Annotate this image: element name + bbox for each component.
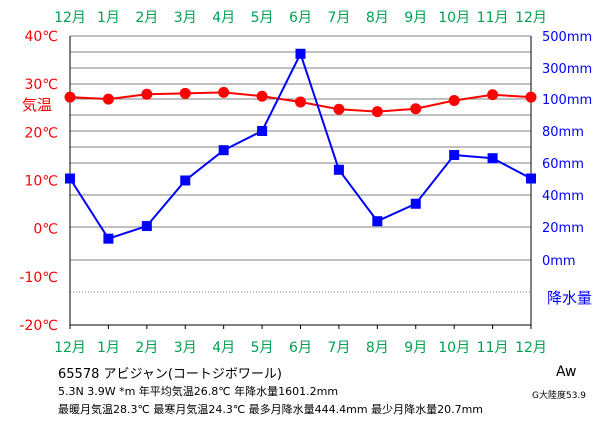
precipitation-point: [372, 216, 383, 227]
temperature-point: [64, 91, 76, 103]
precipitation-point: [257, 126, 268, 136]
temperature-point: [371, 106, 383, 118]
month-label-bottom: 10月: [438, 340, 470, 356]
temperature-point: [295, 96, 306, 108]
month-label-top: 2月: [135, 10, 158, 26]
month-label-bottom: 8月: [366, 340, 389, 356]
temperature-axis-label: 気温: [22, 96, 52, 114]
precipitation-point: [65, 173, 75, 184]
month-label-bottom: 5月: [251, 340, 274, 356]
month-label-top: 4月: [212, 10, 235, 26]
precip-tick-label: 40mm: [542, 189, 584, 204]
month-label-top: 11月: [477, 10, 509, 26]
temperature-point: [102, 93, 114, 105]
temperature-point: [410, 103, 422, 115]
precipitation-point: [180, 175, 191, 186]
month-label-top: 6月: [289, 10, 312, 26]
temperature-tick-label: 0℃: [33, 222, 58, 238]
precip-tick-label: 60mm: [542, 157, 584, 172]
month-label-bottom: 12月: [515, 340, 547, 356]
station-info-line2: 最暖月気温28.3℃ 最寒月気温24.3℃ 最多月降水量444.4mm 最少月降…: [58, 403, 484, 416]
month-label-top: 12月: [54, 10, 86, 26]
precipitation-point: [103, 233, 114, 244]
precipitation-point: [526, 173, 536, 184]
precipitation-point: [487, 153, 498, 164]
month-label-top: 10月: [438, 10, 470, 26]
precipitation-point: [333, 164, 344, 175]
month-label-bottom: 11月: [477, 340, 509, 356]
climate-class: Aw: [556, 364, 577, 380]
temperature-point: [333, 103, 345, 115]
temperature-point: [487, 89, 499, 101]
temperature-point: [448, 95, 460, 107]
precipitation-point: [141, 221, 152, 232]
precipitation-axis-label: 降水量: [547, 289, 592, 307]
month-label-bottom: 2月: [135, 340, 158, 356]
month-label-top: 8月: [366, 10, 389, 26]
precipitation-point: [410, 198, 421, 209]
month-label-bottom: 7月: [327, 340, 350, 356]
month-label-top: 9月: [404, 10, 427, 26]
precipitation-line: [69, 51, 532, 240]
month-label-bottom: 4月: [212, 340, 235, 356]
month-label-bottom: 3月: [174, 340, 197, 356]
precip-tick-label: 0mm: [542, 254, 576, 269]
precip-tick-label: 500mm: [542, 30, 592, 45]
temperature-point: [218, 86, 230, 98]
precipitation-point: [218, 145, 229, 156]
month-label-bottom: 9月: [404, 340, 427, 356]
month-label-bottom: 1月: [97, 340, 120, 356]
month-label-top: 1月: [97, 10, 120, 26]
precipitation-point: [449, 150, 460, 160]
temperature-tick-label: 30℃: [24, 77, 58, 93]
month-label-top: 7月: [327, 10, 350, 26]
precip-tick-label: 20mm: [542, 221, 584, 236]
temperature-tick-label: 20℃: [24, 125, 58, 141]
month-label-top: 12月: [515, 10, 547, 26]
station-info-line1: 5.3N 3.9W *m 年平均気温26.8℃ 年降水量1601.2mm: [58, 385, 339, 398]
month-label-bottom: 12月: [54, 340, 86, 356]
temperature-point: [256, 90, 268, 102]
temperature-tick-label: 10℃: [24, 174, 58, 190]
precipitation-point: [295, 48, 306, 59]
temperature-point: [525, 91, 537, 103]
month-label-bottom: 6月: [289, 340, 312, 356]
continentality-index: G大陸度53.9: [532, 391, 587, 401]
temperature-tick-label: 40℃: [24, 29, 58, 45]
precip-tick-label: 100mm: [542, 93, 592, 108]
month-label-top: 5月: [251, 10, 274, 26]
temperature-point: [141, 88, 153, 100]
temperature-tick-label: -20℃: [19, 318, 58, 334]
temperature-point: [179, 87, 191, 99]
station-name: 65578 アビジャン(コートジボワール): [58, 367, 282, 382]
precip-tick-label: 80mm: [542, 125, 584, 140]
temperature-tick-label: -10℃: [19, 270, 58, 286]
month-label-top: 3月: [174, 10, 197, 26]
precip-tick-label: 300mm: [542, 62, 592, 77]
